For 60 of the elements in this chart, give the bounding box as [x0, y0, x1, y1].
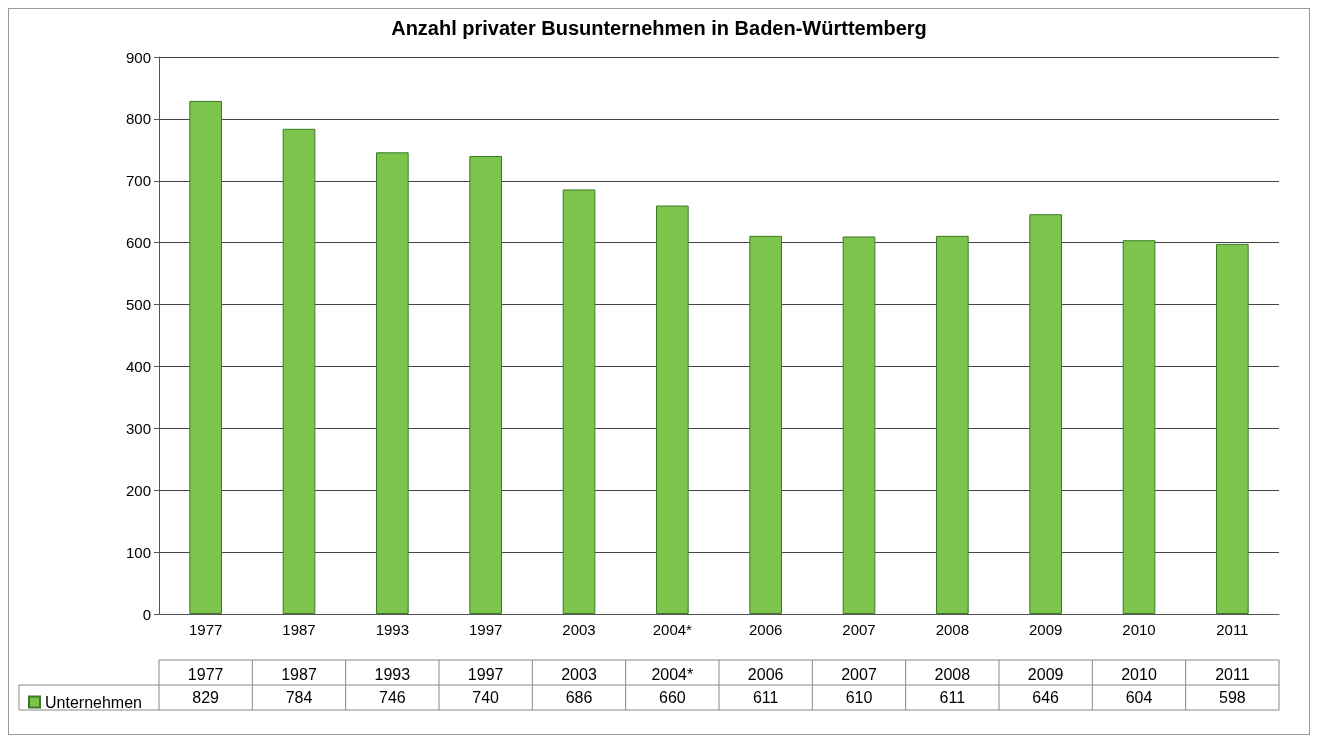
data-label: 611	[752, 688, 779, 706]
category-label: 2008	[934, 665, 971, 683]
bar	[469, 156, 502, 614]
x-tick-label: 1993	[375, 621, 410, 638]
category-label: 1987	[281, 665, 317, 683]
data-label: 611	[939, 688, 966, 706]
data-label: 610	[845, 688, 873, 706]
bar	[749, 235, 782, 614]
y-tick-label: 800	[125, 110, 151, 128]
data-label: 829	[192, 688, 220, 706]
category-label: 2011	[1215, 665, 1250, 683]
y-tick-label: 100	[125, 543, 151, 561]
x-tick-label: 1977	[188, 621, 223, 638]
x-tick-label: 1997	[468, 621, 503, 638]
category-label: 2010	[1121, 665, 1157, 683]
x-tick-label: 2011	[1216, 621, 1249, 638]
bar	[1216, 243, 1249, 614]
legend-label: Unternehmen	[45, 693, 142, 711]
bar	[842, 236, 876, 614]
bar	[282, 128, 316, 614]
x-tick-label: 2009	[1028, 621, 1063, 638]
bar	[656, 205, 689, 614]
y-tick-label: 500	[125, 296, 151, 314]
y-tick-label: 600	[125, 234, 151, 252]
y-tick-label: 900	[125, 48, 151, 66]
data-label: 686	[565, 688, 593, 706]
x-tick-label: 2007	[842, 621, 876, 638]
bar	[562, 189, 596, 614]
y-tick-label: 200	[125, 481, 151, 499]
data-label: 660	[658, 688, 686, 706]
bar	[376, 152, 409, 614]
data-label: 604	[1125, 688, 1153, 706]
bar	[189, 100, 222, 614]
y-tick-label: 400	[125, 357, 151, 375]
data-label: 598	[1218, 688, 1246, 706]
category-label: 2009	[1027, 665, 1064, 683]
bar	[1029, 214, 1062, 614]
category-label: 2006	[747, 665, 784, 683]
x-tick-label: 2008	[935, 621, 970, 638]
category-label: 2003	[561, 665, 597, 683]
y-tick-label: 700	[125, 172, 151, 190]
data-label: 746	[378, 688, 406, 706]
bar	[1122, 240, 1156, 614]
category-label: 1977	[187, 665, 224, 683]
x-tick-label: 1987	[282, 621, 316, 638]
category-label: 1993	[374, 665, 411, 683]
x-tick-label: 2006	[748, 621, 783, 638]
data-label: 784	[285, 688, 313, 706]
data-label: 646	[1032, 688, 1060, 706]
y-tick-label: 300	[125, 419, 151, 437]
category-label: 2004*	[651, 665, 694, 683]
x-tick-label: 2004*	[652, 621, 693, 638]
x-tick-label: 2003	[562, 621, 596, 638]
x-tick-label: 2010	[1122, 621, 1156, 638]
y-tick-label: 0	[142, 605, 151, 623]
category-label: 2007	[841, 665, 877, 683]
category-label: 1997	[467, 665, 504, 683]
bar	[936, 235, 969, 614]
chart-title: Anzahl privater Busunternehmen in Baden-Württemberg	[391, 17, 927, 39]
data-label: 740	[472, 688, 500, 706]
